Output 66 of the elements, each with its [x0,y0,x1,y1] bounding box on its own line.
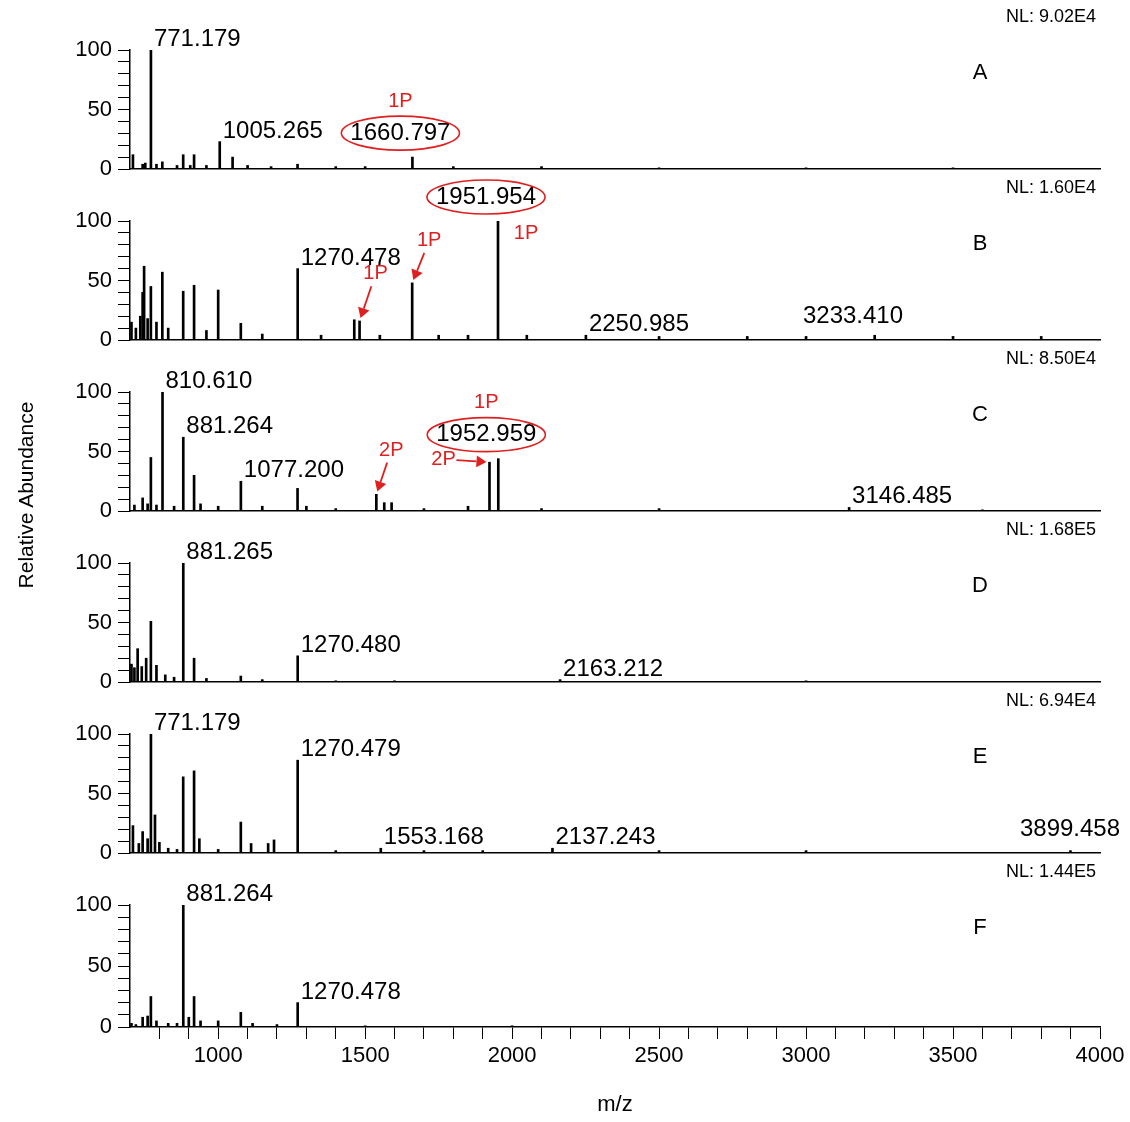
x-axis-title: m/z [597,1090,633,1116]
y-tick-label: 100 [75,720,112,746]
text: NL: 8.50E4 [1005,348,1096,368]
x-tick-label: 2500 [634,1042,684,1068]
y-tick-label: 0 [99,326,112,352]
y-tick-label: 100 [75,36,112,62]
annotation: 881.265 [186,537,274,564]
annotation: B [972,230,988,255]
x-tick-label: 3000 [781,1042,831,1068]
y-tick-label: 100 [75,207,112,233]
annotation: 1270.480 [300,629,401,657]
y-tick-label: 50 [87,437,112,463]
y-tick-label: 50 [87,266,112,292]
annotation: A [972,59,988,84]
text: NL: 1.44E5 [1005,861,1096,881]
y-tick-label: 50 [87,95,112,121]
annotation: 2250.985 [588,309,689,337]
text: NL: 9.02E4 [1005,6,1096,26]
annotation: E [972,743,988,768]
x-tick-label: 4000 [1075,1042,1125,1068]
y-tick-label: 50 [87,952,112,978]
annotation: 1660.797 [350,117,451,145]
annotation: 771.179 [153,24,241,51]
annotation: 1005.265 [222,115,323,143]
annotation: 1553.168 [383,822,484,850]
annotation: 810.610 [165,366,253,393]
text: NL: 6.94E4 [1005,690,1096,710]
x-tick-label: 1500 [340,1042,390,1068]
annotation: C [972,401,989,426]
annotation: 2163.212 [563,653,664,681]
annotation: 1952.959 [436,419,537,447]
x-tick-label: 2000 [487,1042,537,1068]
annotation: 2137.243 [555,822,656,850]
annotation: 1077.200 [243,455,344,483]
annotation: 881.264 [186,879,274,906]
x-tick-label: 3500 [928,1042,978,1068]
y-tick-label: 0 [99,839,112,865]
y-tick-label: 0 [99,155,112,181]
annotation: 1P [388,88,413,111]
annotation: 1P [513,220,539,243]
annotation: 3899.458 [1019,814,1121,841]
annotation: 1P [416,228,442,251]
annotation: 1P [474,390,499,413]
annotation: 881.264 [186,411,274,439]
annotation: F [973,914,987,939]
annotation: 2P [379,437,404,460]
y-axis-title: Relative Abundance [13,401,38,589]
y-tick-label: 100 [75,891,112,917]
y-tick-label: 100 [75,549,112,575]
annotation: 2P [431,446,456,469]
annotation: 3146.485 [852,481,953,509]
y-tick-label: 0 [99,1013,112,1039]
y-tick-label: 50 [87,779,112,805]
y-tick-label: 0 [99,497,112,523]
annotation: 1270.478 [300,976,401,1004]
annotation: 3233.410 [802,301,904,328]
text: NL: 1.68E5 [1005,519,1096,539]
x-tick-label: 1000 [193,1042,243,1068]
annotation: 771.179 [153,708,241,735]
annotation: D [972,572,988,597]
y-tick-label: 0 [99,668,112,694]
annotation: 1270.479 [300,734,401,762]
y-tick-label: 100 [75,378,112,404]
text: NL: 1.60E4 [1005,177,1096,197]
y-tick-label: 50 [87,608,112,634]
annotation: 1951.954 [435,181,537,209]
